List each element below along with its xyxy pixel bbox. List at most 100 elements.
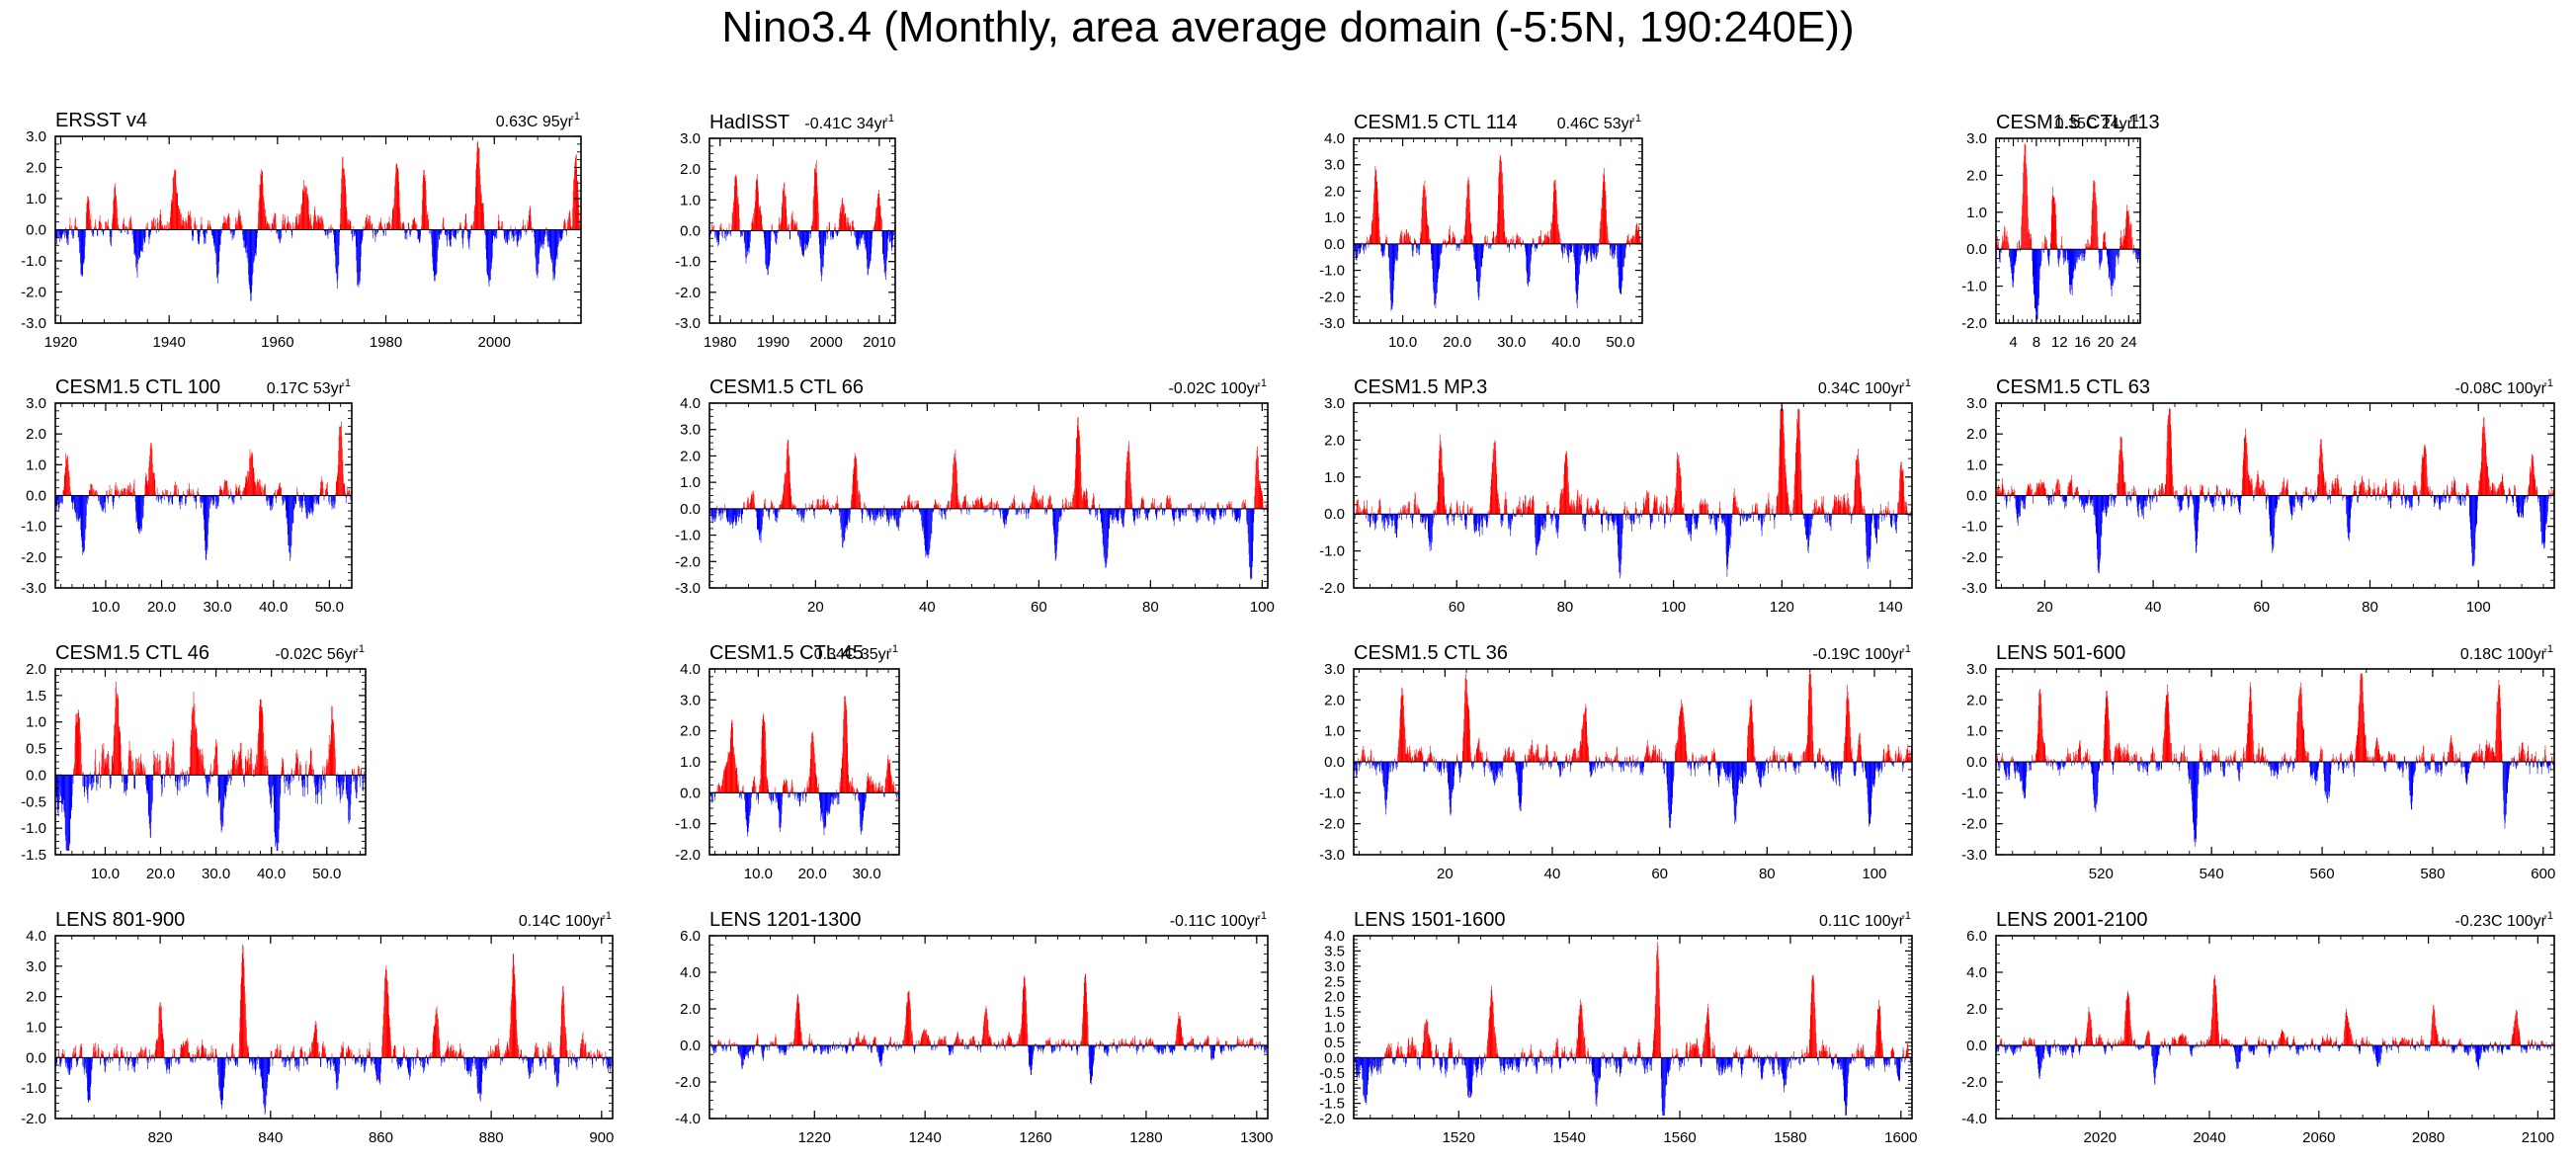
data-bar [61, 229, 62, 238]
data-bar [1613, 243, 1614, 254]
data-bar [1627, 233, 1629, 244]
data-bar [2057, 249, 2058, 259]
data-bar [187, 215, 189, 230]
data-bar [97, 495, 99, 497]
data-bar [717, 508, 719, 517]
data-bar [869, 508, 870, 516]
data-bar [538, 229, 539, 274]
data-bar [479, 167, 480, 230]
data-bar [133, 478, 135, 496]
data-bar [213, 229, 215, 245]
data-bar [510, 229, 511, 232]
data-bar [360, 229, 361, 283]
data-bar [315, 221, 317, 230]
data-bar [1143, 498, 1144, 509]
data-bar [756, 508, 757, 512]
data-bar [219, 489, 220, 496]
data-bar [849, 508, 850, 520]
data-bar [278, 489, 279, 496]
data-bar [737, 196, 739, 231]
data-bar [1117, 508, 1119, 522]
data-bar [872, 508, 873, 515]
data-bar [1430, 514, 1431, 542]
panel-title: CESM1.5 CTL 113 [1996, 112, 2160, 133]
data-bar [1254, 486, 1256, 509]
data-bar [272, 495, 273, 510]
data-bar [1517, 234, 1518, 244]
data-bar [826, 230, 827, 233]
data-bar [1510, 514, 1511, 537]
data-bar [1620, 243, 1621, 293]
data-bar [1494, 443, 1495, 515]
data-bar [2113, 249, 2114, 287]
data-bar [1032, 495, 1033, 509]
data-bar [256, 481, 258, 496]
data-bar [1402, 504, 1404, 515]
data-bar [1022, 501, 1023, 509]
data-bar [2081, 249, 2082, 253]
data-bar [356, 229, 358, 273]
data-bar [757, 508, 759, 530]
data-bar [545, 227, 547, 230]
data-bar [144, 229, 145, 243]
data-bar [559, 229, 561, 242]
data-bar [868, 508, 870, 515]
data-bar [119, 495, 121, 497]
data-bar [1481, 514, 1483, 536]
data-bar [562, 229, 563, 234]
data-bar [1138, 508, 1139, 511]
data-bar [746, 503, 748, 509]
data-bar [342, 460, 344, 496]
data-bar [1427, 514, 1429, 520]
data-bar [527, 228, 528, 230]
data-bar [349, 219, 351, 230]
data-bar [1234, 508, 1235, 515]
data-bar [1037, 499, 1039, 509]
data-bar [162, 490, 163, 496]
data-bar [2035, 249, 2036, 308]
data-bar [65, 227, 66, 230]
data-bar [979, 503, 981, 509]
data-bar [1142, 501, 1144, 509]
data-bar [339, 223, 341, 230]
data-bar [987, 508, 989, 512]
data-bar [304, 495, 305, 505]
data-bar [232, 495, 234, 506]
data-bar [1129, 471, 1131, 509]
data-bar [1506, 236, 1507, 244]
data-bar [1455, 243, 1457, 252]
data-bar [774, 508, 776, 514]
data-bar [1368, 239, 1369, 244]
data-bar [823, 230, 824, 268]
data-bar [1484, 236, 1485, 244]
data-bar [1620, 243, 1622, 294]
y-tick-label: 1.0 [26, 456, 46, 473]
data-bar [2112, 249, 2114, 283]
data-bar [843, 508, 845, 539]
data-bar [777, 508, 778, 518]
x-tick-label: 4 [2009, 334, 2017, 351]
data-bar [1044, 506, 1046, 509]
data-bar [813, 508, 814, 512]
data-bar [892, 508, 894, 516]
data-bar [61, 495, 62, 502]
data-bar [66, 456, 68, 496]
data-bar [805, 230, 807, 251]
data-bar [99, 214, 101, 230]
data-bar [779, 508, 781, 513]
data-bar [1558, 229, 1559, 244]
data-bar [848, 217, 850, 231]
data-bar [808, 230, 810, 239]
data-bar [1022, 503, 1024, 509]
data-bar [1368, 243, 1370, 248]
data-bar [1042, 495, 1043, 509]
data-bar [1556, 204, 1557, 244]
data-bar [1564, 243, 1566, 249]
data-bar [870, 508, 872, 519]
data-bar [103, 495, 104, 512]
data-bar [283, 495, 284, 503]
data-bar [440, 229, 441, 234]
data-bar [95, 491, 97, 496]
data-bar [297, 495, 299, 501]
data-bar [492, 229, 494, 243]
